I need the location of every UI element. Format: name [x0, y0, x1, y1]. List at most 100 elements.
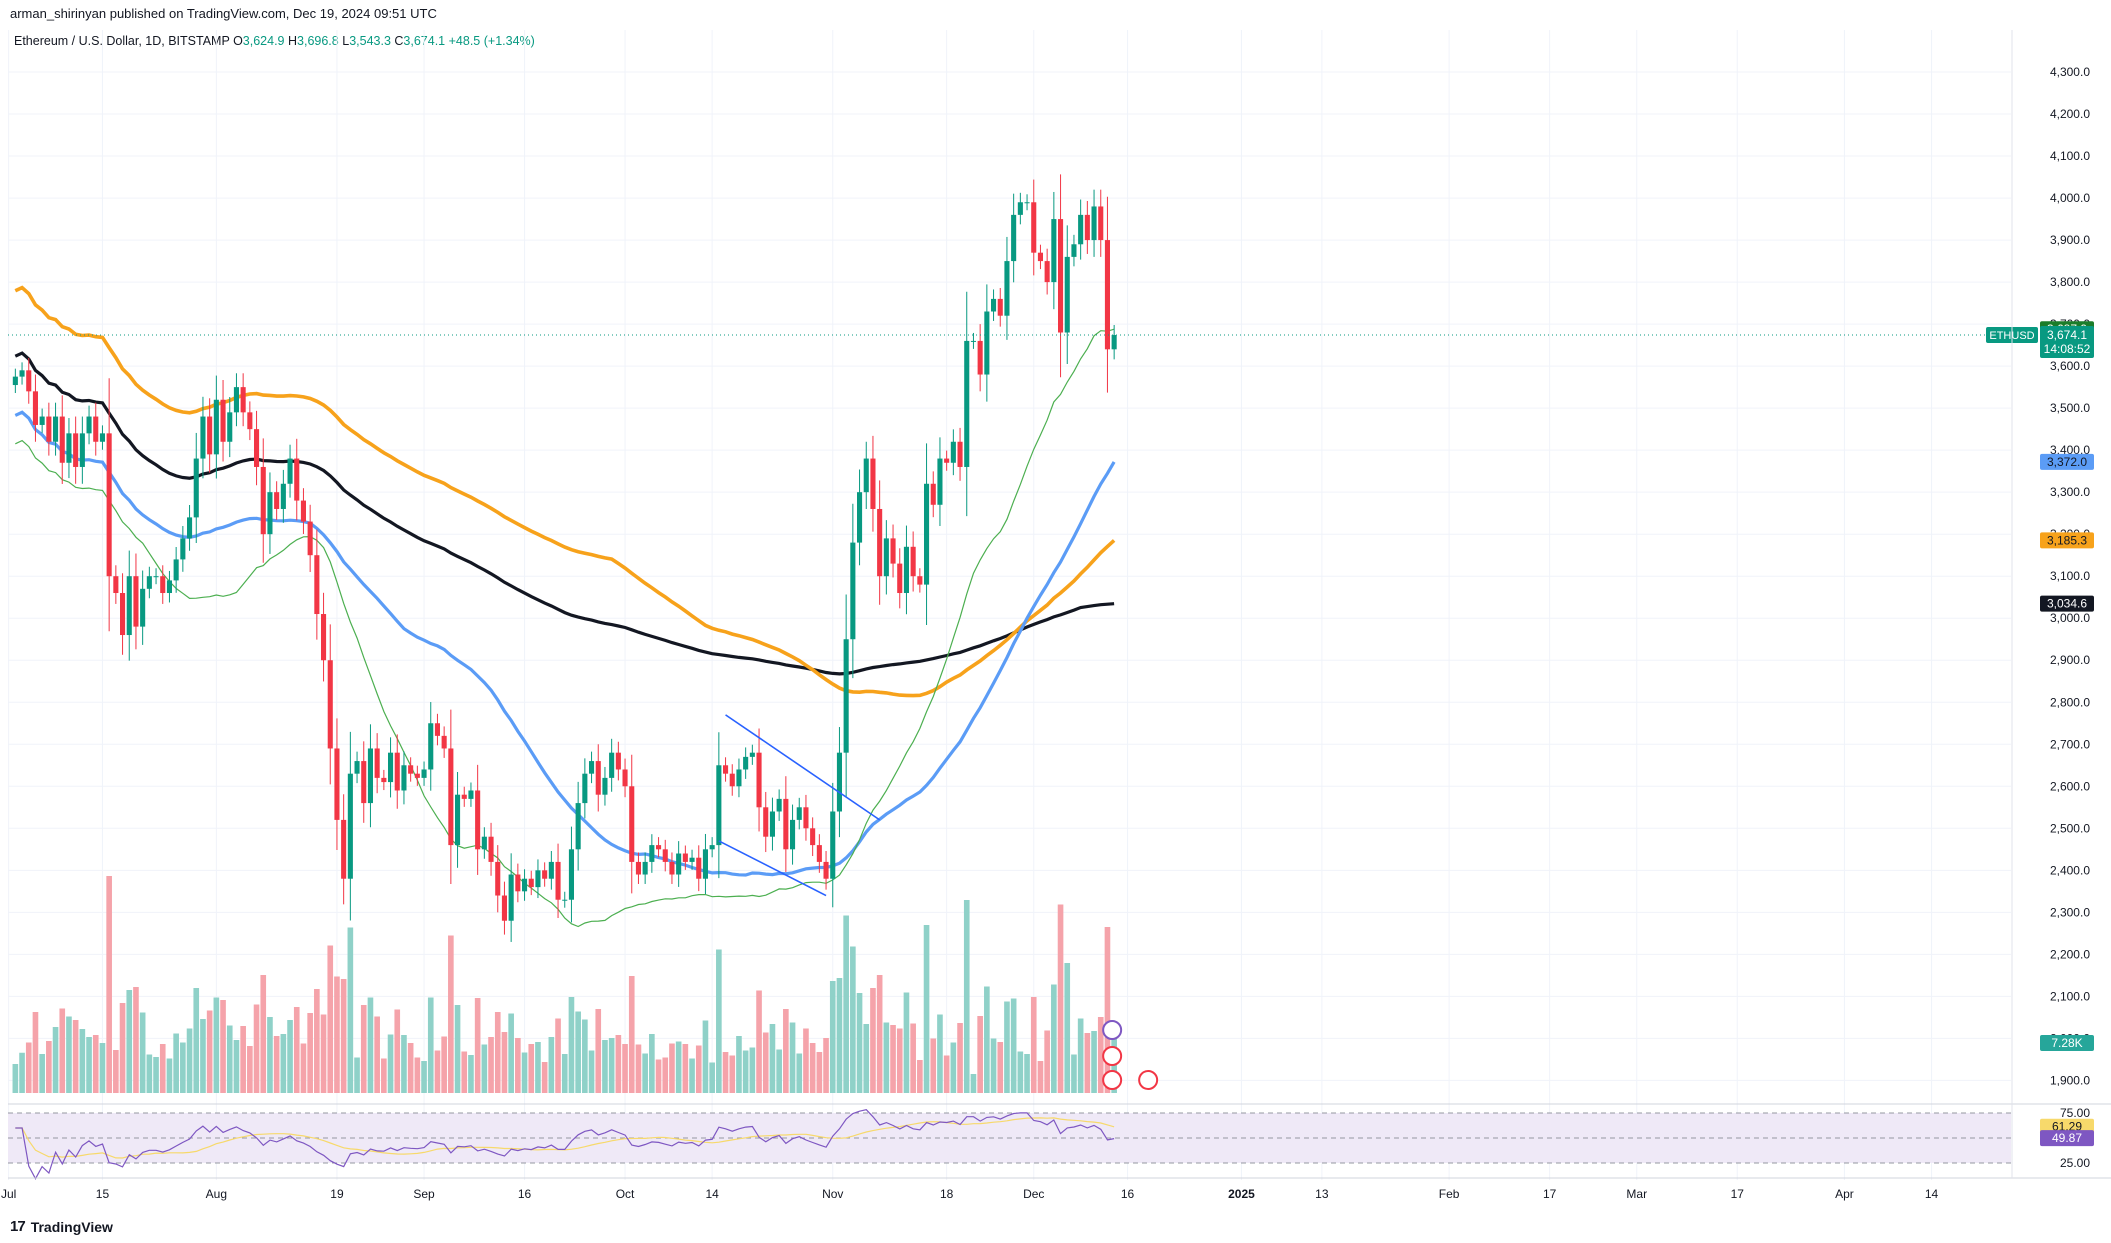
ma-orange-price-label-box: [2040, 532, 2094, 549]
candle-body: [709, 845, 715, 850]
time-tick-label: 18: [940, 1187, 954, 1201]
candle-body: [883, 538, 889, 577]
candle-body: [495, 861, 501, 896]
candle-body: [997, 298, 1003, 316]
candle-body: [729, 773, 735, 787]
price-tick-label: 2,900.0: [2050, 653, 2090, 667]
volume-bar: [695, 1045, 702, 1093]
candle-body: [629, 786, 635, 862]
volume-bar: [340, 979, 347, 1093]
candle-body: [562, 899, 568, 901]
candle-body: [575, 803, 581, 850]
candle-body: [803, 807, 809, 829]
price-tick-label: 3,100.0: [2050, 569, 2090, 583]
volume-bar: [970, 1074, 977, 1093]
candle-body: [314, 555, 320, 615]
volume-bar: [1097, 1017, 1104, 1093]
volume-bar: [139, 1012, 146, 1093]
volume-bar: [441, 1036, 447, 1093]
time-tick-label: 14: [1925, 1187, 1939, 1201]
candle-body: [200, 416, 206, 459]
candle-body: [977, 340, 983, 375]
volume-bar: [990, 1038, 997, 1093]
volume-bar: [119, 1003, 126, 1093]
candle-body: [957, 441, 963, 467]
volume-bar: [535, 1042, 541, 1093]
candle-body: [589, 761, 595, 774]
volume-bar: [233, 1040, 240, 1093]
candle-body: [233, 387, 239, 413]
candle-body: [595, 761, 601, 795]
ma-fast-line: [15, 328, 1115, 928]
candle-body: [448, 748, 454, 846]
volume-bar: [247, 1046, 253, 1093]
volume-bar: [669, 1043, 675, 1093]
time-tick-label: Nov: [822, 1187, 843, 1201]
volume-bar: [541, 1062, 548, 1093]
candle-body: [280, 483, 286, 509]
price-tick-label: 3,300.0: [2050, 485, 2090, 499]
price-tick-label: 2,500.0: [2050, 821, 2090, 835]
candle-body: [66, 433, 72, 463]
volume-bar: [407, 1043, 414, 1093]
candle-body: [146, 576, 152, 589]
candle-body: [79, 433, 85, 467]
candle-body: [582, 773, 588, 804]
candle-body: [341, 819, 347, 879]
candle-body: [120, 593, 126, 636]
volume-bar: [608, 1038, 615, 1093]
candle-body: [381, 777, 387, 783]
candle-body: [528, 878, 534, 888]
volume-bar: [320, 1014, 327, 1093]
volume-bar: [689, 1058, 695, 1093]
candle-body: [361, 761, 367, 804]
volume-bar: [1071, 1054, 1077, 1093]
candle-body: [991, 298, 997, 312]
channel-upper-line: [725, 714, 881, 821]
candle-body: [307, 521, 313, 556]
volume-bar: [1037, 1061, 1044, 1093]
candle-body: [776, 798, 782, 812]
candle-body: [247, 412, 253, 430]
volume-bar: [1004, 1001, 1010, 1093]
volume-bar: [434, 1050, 441, 1093]
volume-bar: [25, 1042, 32, 1093]
candle-body: [287, 458, 293, 484]
last-price-label: 3,674.1: [2047, 328, 2087, 342]
candle-body: [99, 433, 105, 442]
candle-body: [944, 458, 950, 463]
volume-bar: [461, 1051, 468, 1093]
candle-body: [401, 765, 407, 791]
volume-bar: [468, 1055, 474, 1093]
candle-body: [388, 752, 394, 783]
volume-bar: [642, 1053, 648, 1093]
time-tick-label: 17: [1731, 1187, 1745, 1201]
candle-body: [468, 790, 474, 799]
volume-bar: [823, 1038, 829, 1093]
candle-body: [609, 752, 615, 778]
candle-body: [1104, 240, 1110, 350]
rsi-lower-label: 25.00: [2060, 1156, 2090, 1170]
flag-event-icon: [1102, 1046, 1123, 1066]
volume-bar: [39, 1054, 45, 1093]
rsi-value-label-box: [2040, 1130, 2094, 1147]
low-label: L: [342, 34, 350, 48]
candle-body: [682, 853, 688, 862]
candle-body: [790, 819, 796, 850]
candle-body: [207, 416, 213, 455]
candle-body: [260, 466, 266, 535]
candle-body: [836, 752, 842, 812]
volume-bar: [1091, 1031, 1097, 1093]
candle-body: [86, 416, 92, 434]
volume-bar: [682, 1044, 689, 1093]
candle-body: [749, 752, 755, 757]
candle-body: [1031, 202, 1037, 253]
close-label: C: [394, 34, 404, 48]
volume-bar: [836, 978, 843, 1093]
volume-bar: [883, 1022, 890, 1093]
volume-bar: [548, 1037, 555, 1093]
volume-bar: [749, 1047, 756, 1093]
time-tick-label: Jul: [1, 1187, 16, 1201]
candle-body: [656, 845, 662, 850]
